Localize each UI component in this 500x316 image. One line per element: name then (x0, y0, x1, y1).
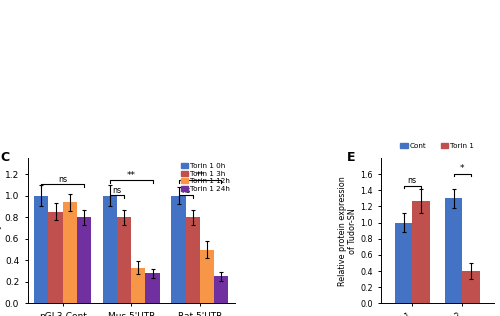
Text: ns: ns (58, 175, 67, 184)
Text: *: * (460, 164, 464, 173)
Bar (62, 202, 77, 303)
Bar (77, 217, 91, 303)
Bar (412, 201, 430, 303)
Bar (395, 222, 412, 303)
Bar (34, 196, 48, 303)
Bar (103, 196, 117, 303)
Text: ns: ns (181, 185, 190, 195)
Bar (214, 276, 228, 303)
Legend: Cont, Torin 1: Cont, Torin 1 (399, 141, 475, 150)
Bar (131, 268, 146, 303)
Bar (146, 273, 160, 303)
Bar (200, 250, 214, 303)
Text: E: E (347, 151, 356, 164)
Bar (445, 198, 462, 303)
Text: **: ** (196, 171, 204, 179)
Bar (172, 196, 185, 303)
Legend: Torin 1 0h, Torin 1 3h, Torin 1 12h, Torin 1 24h: Torin 1 0h, Torin 1 3h, Torin 1 12h, Tor… (179, 161, 232, 193)
Bar (186, 217, 200, 303)
Y-axis label: Relative protein expression
of Tudor-SN: Relative protein expression of Tudor-SN (338, 176, 357, 286)
Bar (117, 217, 131, 303)
Text: C: C (0, 151, 10, 164)
Text: ns: ns (408, 176, 417, 185)
Text: ns: ns (112, 185, 122, 195)
Bar (48, 212, 62, 303)
Text: **: ** (127, 171, 136, 179)
Y-axis label: Relative activity of luciferase: Relative activity of luciferase (0, 165, 2, 297)
Bar (462, 271, 480, 303)
